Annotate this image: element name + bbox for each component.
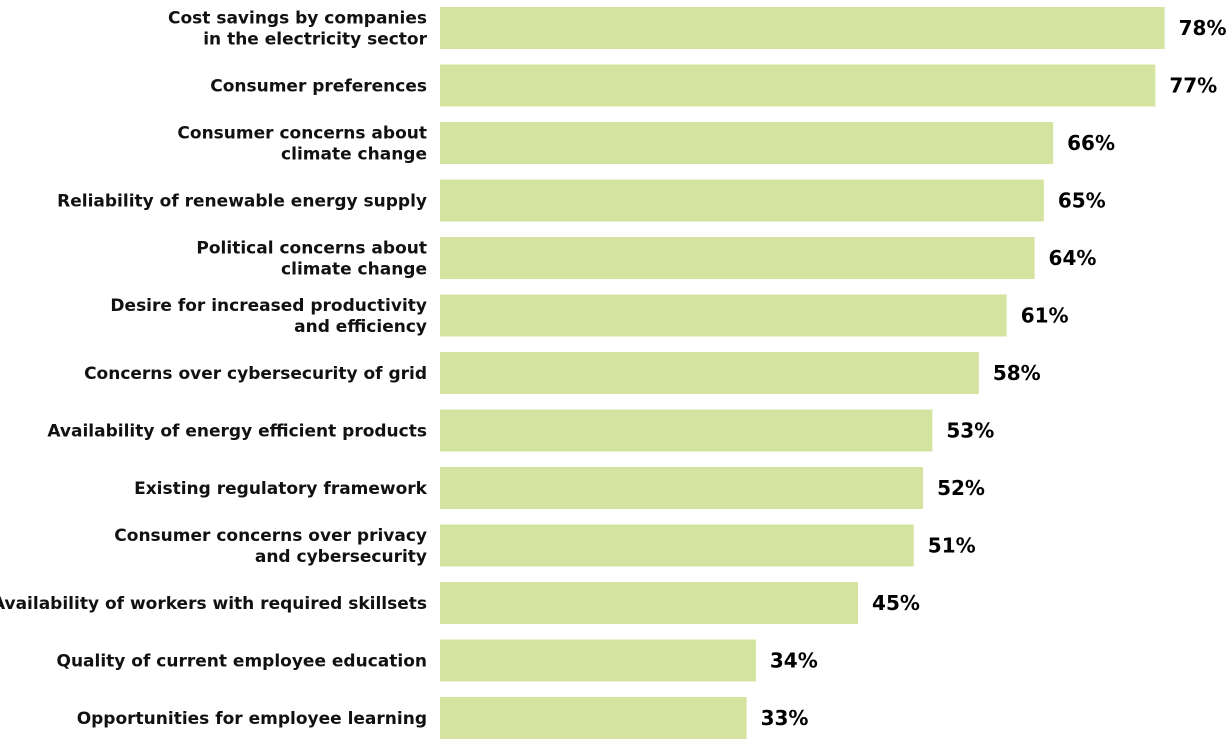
category-label-line: climate change — [281, 145, 427, 165]
category-label-1: Cost savings by companies in the electric… — [168, 9, 428, 50]
category-label-9: Existing regulatory framework — [134, 479, 428, 499]
value-label-10: 51% — [928, 534, 976, 558]
category-label-line: climate change — [281, 260, 427, 280]
bar-12 — [440, 639, 756, 682]
bar-5 — [440, 237, 1035, 279]
category-label-line: Availability of workers with required sk… — [0, 594, 427, 614]
bar-13 — [440, 697, 747, 739]
category-label-line: Concerns over cybersecurity of grid — [84, 364, 427, 384]
category-label-8: Availability of energy efficient product… — [47, 422, 427, 442]
bar-6 — [440, 294, 1007, 337]
bar-8 — [440, 409, 933, 452]
value-label-11: 45% — [872, 591, 920, 615]
value-label-1: 78% — [1179, 16, 1227, 40]
bar-10 — [440, 524, 914, 567]
bar-3 — [440, 122, 1054, 164]
bar-11 — [440, 582, 859, 624]
value-label-2: 77% — [1169, 74, 1217, 98]
bar-9 — [440, 467, 924, 509]
bar-1 — [440, 7, 1165, 49]
value-label-13: 33% — [761, 706, 809, 730]
category-label-2: Consumer preferences — [210, 77, 427, 97]
category-label-line: and cybersecurity — [255, 547, 427, 567]
value-label-3: 66% — [1067, 131, 1115, 155]
category-label-7: Concerns over cybersecurity of grid — [84, 364, 427, 384]
category-label-line: Quality of current employee education — [57, 652, 428, 672]
category-label-line: Consumer concerns over privacy — [114, 526, 427, 546]
category-label-line: Cost savings by companies — [168, 9, 427, 29]
category-label-line: and efficiency — [294, 317, 427, 337]
category-label-line: Consumer concerns about — [177, 124, 427, 144]
category-label-10: Consumer concerns over privacy and cybers… — [114, 526, 427, 567]
value-label-7: 58% — [993, 361, 1041, 385]
category-label-4: Reliability of renewable energy supply — [57, 192, 427, 212]
category-label-line: Availability of energy efficient product… — [47, 422, 427, 442]
value-label-6: 61% — [1021, 304, 1069, 328]
value-label-12: 34% — [770, 649, 818, 673]
category-label-line: Reliability of renewable energy supply — [57, 192, 427, 212]
category-label-11: Availability of workers with required sk… — [0, 594, 427, 614]
bars-group — [440, 7, 1165, 739]
value-label-8: 53% — [946, 419, 994, 443]
category-label-line: Political concerns about — [196, 239, 427, 259]
category-label-line: Existing regulatory framework — [134, 479, 428, 499]
category-label-line: Opportunities for employee learning — [77, 709, 427, 729]
bar-2 — [440, 64, 1156, 107]
value-label-5: 64% — [1049, 246, 1097, 270]
category-labels-group: Cost savings by companies in the electric… — [0, 9, 428, 730]
category-label-12: Quality of current employee education — [57, 652, 428, 672]
category-label-3: Consumer concerns about climate change — [177, 124, 427, 165]
category-label-line: Consumer preferences — [210, 77, 427, 97]
category-label-line: in the electricity sector — [203, 30, 427, 50]
value-labels-group: 78% 77% 66% 65% 64% 61% 58% 53% 52% 51% 45% 34% 33% — [761, 16, 1227, 730]
value-label-9: 52% — [937, 476, 985, 500]
bar-7 — [440, 352, 979, 394]
category-label-13: Opportunities for employee learning — [77, 709, 427, 729]
value-label-4: 65% — [1058, 189, 1106, 213]
category-label-line: Desire for increased productivity — [110, 296, 427, 316]
category-label-6: Desire for increased productivity and eff… — [110, 296, 427, 337]
category-label-5: Political concerns about climate change — [196, 239, 427, 280]
bar-4 — [440, 179, 1044, 222]
